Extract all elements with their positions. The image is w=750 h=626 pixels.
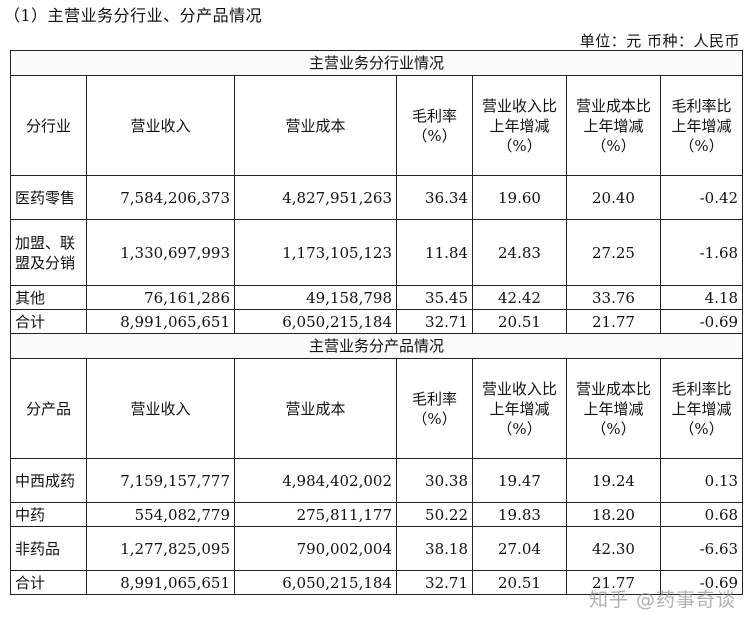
total-row: 合计 8,991,065,651 6,050,215,184 32.71 20.… (10, 309, 744, 334)
table-cell: 33.76 (566, 285, 661, 310)
table-cell: 19.47 (472, 458, 567, 503)
table-cell: 76,161,286 (86, 285, 235, 310)
table-row: 中药 554,082,779 275,811,177 50.22 19.83 1… (10, 502, 744, 527)
zhihu-watermark: 知乎 @药事奇谈 (588, 589, 736, 611)
table-cell: 0.68 (659, 502, 744, 527)
column-header: 营业成本比上年增减（%） (566, 75, 661, 176)
table-cell: 1,173,105,123 (234, 219, 397, 286)
table-cell: 24.83 (472, 219, 567, 286)
table-cell: 19.83 (472, 502, 567, 527)
row-label: 非药品 (10, 526, 87, 571)
table-row: 加盟、联盟及分销 1,330,697,993 1,173,105,123 11.… (10, 219, 744, 286)
column-header: 分行业 (10, 75, 87, 176)
row-label: 合计 (10, 309, 87, 334)
table-cell: 20.51 (472, 309, 567, 334)
row-label: 中西成药 (10, 458, 87, 503)
table-cell: 19.60 (472, 175, 567, 220)
row-label: 医药零售 (10, 175, 87, 220)
industry-section-title: 主营业务分行业情况 (9, 50, 744, 76)
table-row: 其他 76,161,286 49,158,798 35.45 42.42 33.… (10, 285, 744, 310)
section-heading: （1）主营业务分行业、分产品情况 (4, 6, 263, 25)
column-header: 营业收入比上年增减（%） (472, 358, 567, 459)
table-cell: 0.13 (659, 458, 744, 503)
industry-section-title-row: 主营业务分行业情况 (9, 50, 744, 76)
table-cell: 554,082,779 (86, 502, 235, 527)
table-cell: 6,050,215,184 (234, 309, 397, 334)
table-cell: -0.69 (659, 309, 744, 334)
table-cell: -0.42 (659, 175, 744, 220)
table-cell: 42.42 (472, 285, 567, 310)
table-cell: 7,159,157,777 (86, 458, 235, 503)
table-cell: 35.45 (396, 285, 473, 310)
table-cell: 275,811,177 (234, 502, 397, 527)
currency-unit-note: 单位：元 币种：人民币 (579, 32, 740, 50)
column-header: 毛利率（%） (396, 75, 473, 176)
table-cell: 11.84 (396, 219, 473, 286)
table-cell: 8,991,065,651 (86, 570, 235, 595)
row-label: 合计 (10, 570, 87, 595)
table-cell: 30.38 (396, 458, 473, 503)
main-business-table: 主营业务分行业情况 分行业 营业收入 营业成本 毛利率（%） 营业收入比上年增减… (9, 50, 744, 595)
table-row: 中西成药 7,159,157,777 4,984,402,002 30.38 1… (10, 458, 744, 503)
industry-header-row: 分行业 营业收入 营业成本 毛利率（%） 营业收入比上年增减（%） 营业成本比上… (10, 75, 744, 176)
column-header: 毛利率（%） (396, 358, 473, 459)
table-cell: 32.71 (396, 570, 473, 595)
column-header: 营业成本比上年增减（%） (566, 358, 661, 459)
total-row: 合计 8,991,065,651 6,050,215,184 32.71 20.… (10, 570, 744, 595)
table-cell: 1,330,697,993 (86, 219, 235, 286)
table-cell: 42.30 (566, 526, 661, 571)
table-row: 非药品 1,277,825,095 790,002,004 38.18 27.0… (10, 526, 744, 571)
table-cell: -1.68 (659, 219, 744, 286)
column-header: 营业成本 (234, 358, 397, 459)
table-cell: -6.63 (659, 526, 744, 571)
table-cell: 20.40 (566, 175, 661, 220)
column-header: 营业收入比上年增减（%） (472, 75, 567, 176)
row-label: 其他 (10, 285, 87, 310)
column-header: 营业收入 (86, 75, 235, 176)
column-header: 毛利率比上年增减（%） (659, 358, 744, 459)
column-header: 营业成本 (234, 75, 397, 176)
table-cell: 7,584,206,373 (86, 175, 235, 220)
product-header-row: 分产品 营业收入 营业成本 毛利率（%） 营业收入比上年增减（%） 营业成本比上… (10, 358, 744, 459)
table-cell: 27.04 (472, 526, 567, 571)
table-cell: 18.20 (566, 502, 661, 527)
table-cell: 19.24 (566, 458, 661, 503)
product-section-title: 主营业务分产品情况 (9, 333, 744, 359)
table-cell: 8,991,065,651 (86, 309, 235, 334)
table-cell: 27.25 (566, 219, 661, 286)
table-row: 医药零售 7,584,206,373 4,827,951,263 36.34 1… (10, 175, 744, 220)
table-cell: 20.51 (472, 570, 567, 595)
column-header: 营业收入 (86, 358, 235, 459)
table-cell: 4,984,402,002 (234, 458, 397, 503)
table-cell: 6,050,215,184 (234, 570, 397, 595)
column-header: 毛利率比上年增减（%） (659, 75, 744, 176)
table-cell: 4,827,951,263 (234, 175, 397, 220)
table-cell: 49,158,798 (234, 285, 397, 310)
table-cell: 32.71 (396, 309, 473, 334)
row-label: 加盟、联盟及分销 (10, 219, 87, 286)
table-cell: 790,002,004 (234, 526, 397, 571)
table-cell: 1,277,825,095 (86, 526, 235, 571)
table-cell: 38.18 (396, 526, 473, 571)
table-cell: 21.77 (566, 309, 661, 334)
table-cell: -0.69 (659, 570, 744, 595)
column-header: 分产品 (10, 358, 87, 459)
table-cell: 36.34 (396, 175, 473, 220)
product-section-title-row: 主营业务分产品情况 (9, 333, 744, 359)
table-cell: 4.18 (659, 285, 744, 310)
row-label: 中药 (10, 502, 87, 527)
table-cell: 50.22 (396, 502, 473, 527)
